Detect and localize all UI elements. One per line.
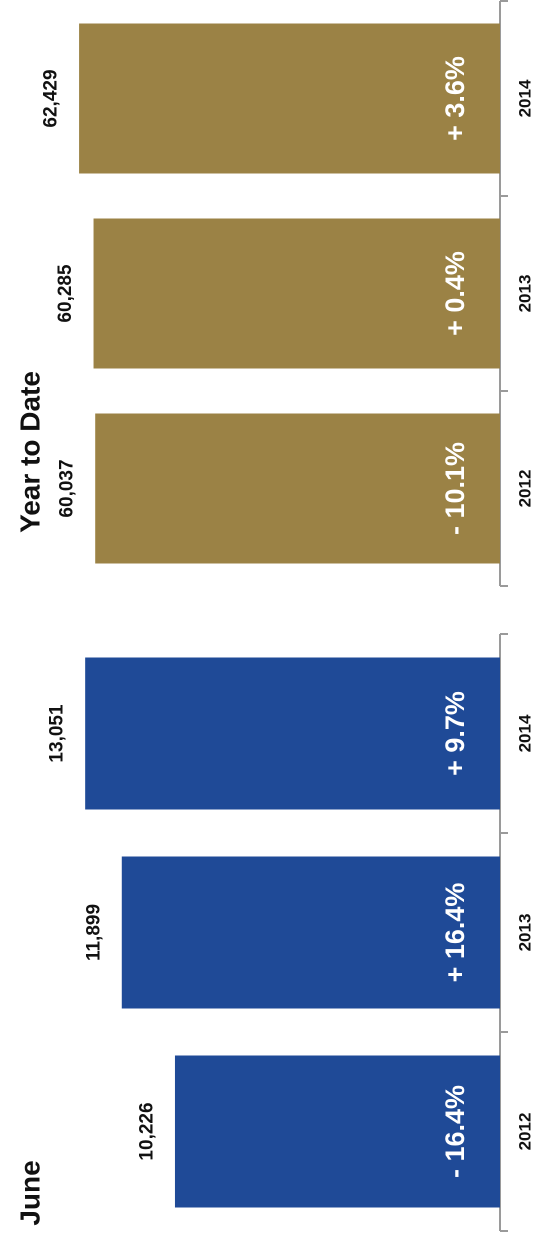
tick-label: 2014 [516,79,535,117]
data-label: 62,429 [41,69,62,127]
chart-title: June [15,1160,46,1225]
tick-label: 2013 [516,275,535,313]
tick-label: 2014 [516,714,535,752]
bar-2012 [174,1055,500,1208]
change-label: - 16.4% [440,1085,470,1178]
data-label: 60,037 [57,459,78,517]
bar-2014 [79,23,500,174]
change-label: + 0.4% [440,251,470,336]
change-label: + 9.7% [440,691,470,776]
data-label: 60,285 [55,264,76,323]
data-label: 11,899 [83,904,104,961]
data-label: 13,051 [47,704,68,763]
change-label: - 10.1% [440,442,470,535]
chart-panel-1 [79,0,508,587]
tick-label: 2012 [516,470,535,508]
chart-panel-0 [85,633,508,1232]
data-label: 10,226 [136,1102,157,1160]
change-label: + 3.6% [440,56,470,141]
tick-label: 2013 [516,914,535,952]
bar-2012 [95,413,500,564]
bar-2013 [93,218,500,369]
bar-2014 [85,657,500,810]
chart-title: Year to Date [15,371,46,533]
change-label: + 16.4% [440,883,470,983]
bar-2013 [121,856,500,1009]
tick-label: 2012 [516,1113,535,1151]
